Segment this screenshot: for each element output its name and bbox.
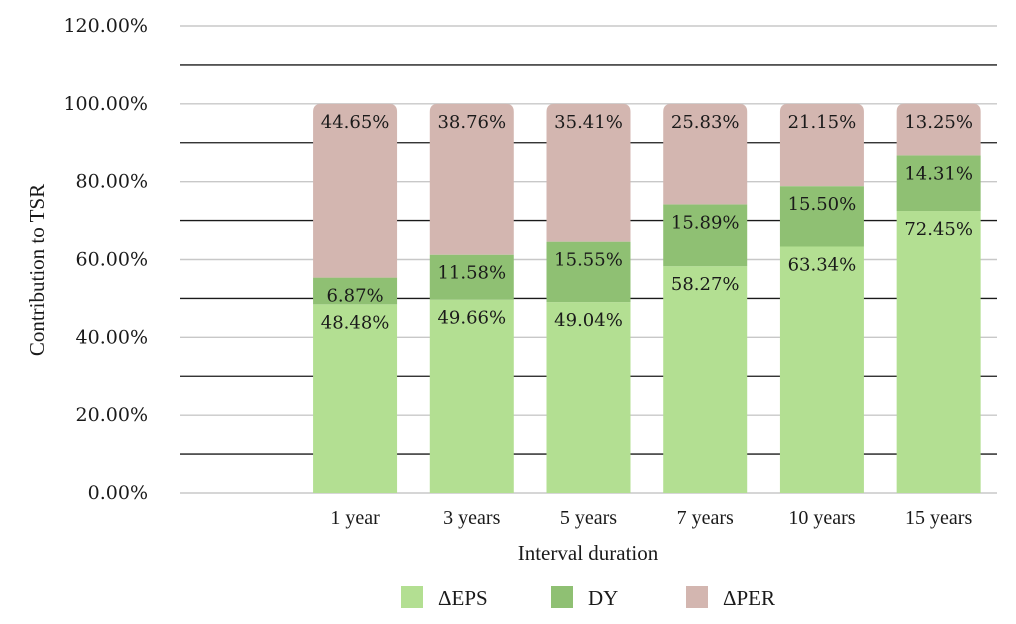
y-tick-label: 20.00% — [76, 404, 148, 426]
legend-label: ΔEPS — [438, 586, 488, 610]
legend-swatch — [551, 586, 573, 608]
legend-swatch — [686, 586, 708, 608]
bar-segment — [313, 304, 398, 493]
bar-segment — [663, 204, 748, 267]
data-label: 35.41% — [554, 112, 623, 133]
bar-segment — [896, 211, 981, 493]
bar-segment — [546, 241, 631, 303]
legend-swatch — [401, 586, 423, 608]
data-label: 21.15% — [788, 112, 857, 133]
bar-segment — [663, 266, 748, 493]
y-axis-title: Contribution to TSR — [25, 184, 49, 356]
y-tick-label: 40.00% — [76, 326, 148, 348]
x-tick-label: 15 years — [905, 507, 972, 529]
bars — [313, 103, 981, 493]
data-label: 38.76% — [437, 112, 506, 133]
x-axis: 1 year 3 years 5 years 7 years 10 years 15 ye… — [330, 507, 972, 529]
data-label: 13.25% — [904, 112, 973, 133]
data-label: 49.66% — [437, 308, 506, 329]
y-tick-label: 0.00% — [88, 482, 148, 504]
legend: ΔEPS DY ΔPER — [401, 586, 775, 610]
data-label: 11.58% — [437, 263, 506, 284]
y-tick-label: 80.00% — [76, 171, 148, 193]
data-labels: 48.48% 6.87% 44.65% 49.66% 11.58% 38.76% 49.04… — [321, 112, 973, 334]
data-label: 49.04% — [554, 310, 623, 331]
y-tick-label: 120.00% — [63, 15, 148, 37]
x-tick-label: 7 years — [677, 507, 734, 529]
data-label: 48.48% — [321, 312, 390, 333]
bar-segment — [896, 103, 981, 156]
data-label: 44.65% — [321, 112, 390, 133]
bar-segment — [546, 103, 631, 242]
bar-segment — [429, 103, 514, 255]
x-tick-label: 1 year — [330, 507, 380, 529]
legend-label: ΔPER — [723, 586, 775, 610]
data-label: 15.89% — [671, 212, 740, 233]
y-axis: 0.00% 20.00% 40.00% 60.00% 80.00% 100.00% 120.… — [63, 15, 148, 504]
x-tick-label: 3 years — [443, 507, 500, 529]
data-label: 25.83% — [671, 112, 740, 133]
x-axis-title: Interval duration — [518, 541, 659, 565]
bar-segment — [779, 186, 864, 247]
bar-segment — [429, 254, 514, 300]
data-label: 63.34% — [788, 255, 857, 276]
data-label: 58.27% — [671, 274, 740, 295]
data-label: 72.45% — [904, 219, 973, 240]
bar-segment — [313, 103, 398, 278]
bar-segment — [546, 302, 631, 493]
x-tick-label: 5 years — [560, 507, 617, 529]
bar-segment — [663, 103, 748, 205]
bar-segment — [429, 299, 514, 493]
y-tick-label: 60.00% — [76, 249, 148, 271]
bar-segment — [313, 277, 398, 305]
data-label: 15.55% — [554, 250, 623, 271]
data-label: 6.87% — [326, 286, 383, 307]
data-label: 15.50% — [788, 194, 857, 215]
y-tick-label: 100.00% — [63, 93, 148, 115]
bar-segment — [779, 103, 864, 187]
bar-segment — [896, 155, 981, 212]
data-label: 14.31% — [904, 163, 973, 184]
bar-segment — [779, 246, 864, 493]
x-tick-label: 10 years — [788, 507, 855, 529]
legend-label: DY — [588, 586, 618, 610]
